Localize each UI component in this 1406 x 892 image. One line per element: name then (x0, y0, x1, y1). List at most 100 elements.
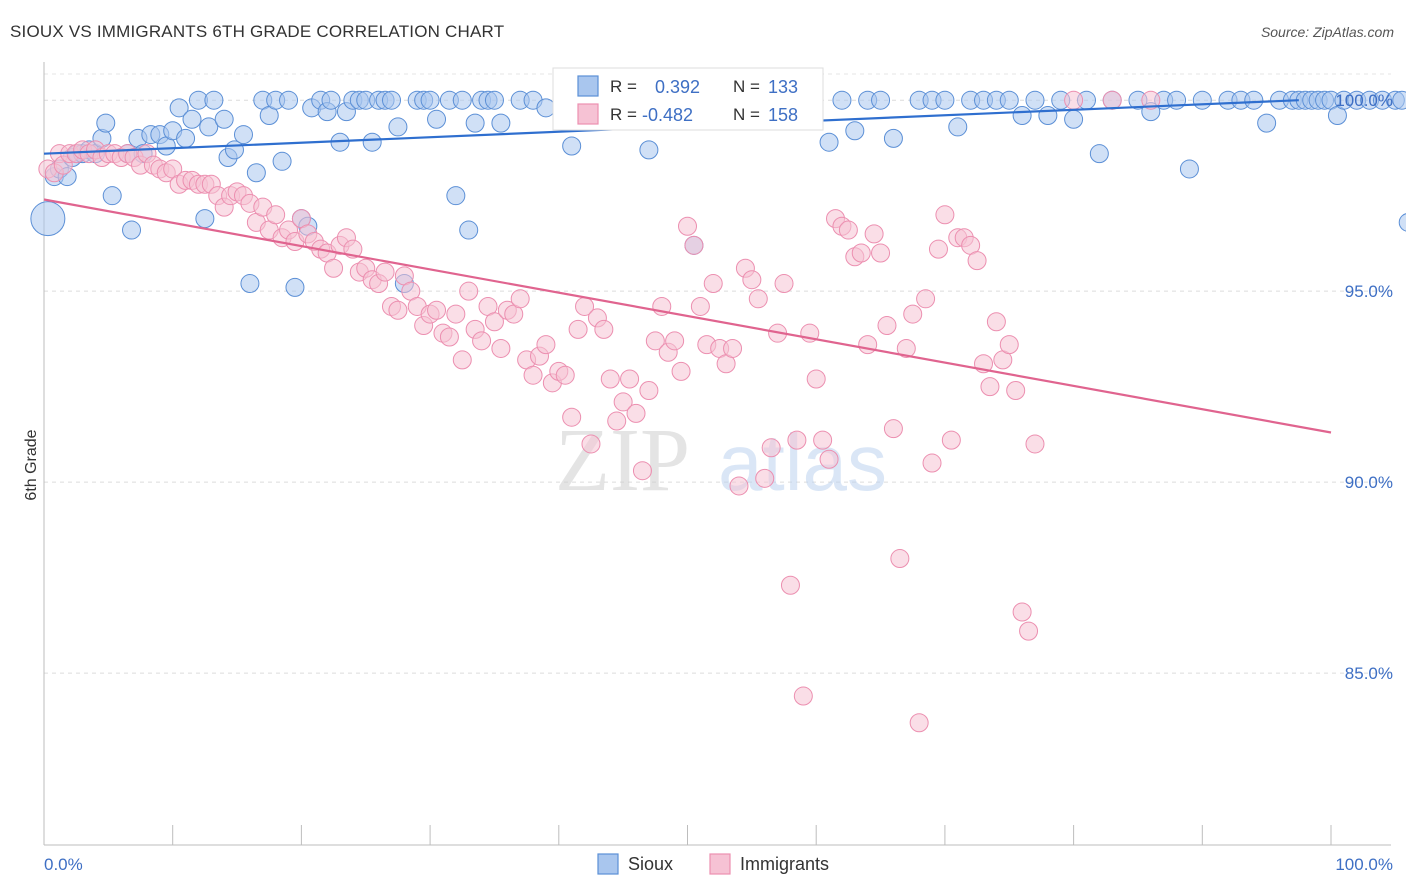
point-immigrants (858, 335, 878, 355)
point-immigrants (729, 476, 749, 496)
legend-swatch-immigrants (709, 853, 731, 875)
point-sioux (285, 277, 305, 297)
point-sioux (204, 90, 224, 110)
point-immigrants (452, 350, 472, 370)
point-sioux (1179, 159, 1199, 179)
point-sioux (240, 274, 260, 294)
point-immigrants (896, 338, 916, 358)
point-immigrants (427, 300, 447, 320)
point-immigrants (941, 430, 961, 450)
point-immigrants (903, 304, 923, 324)
y-tick-label: 95.0% (1345, 282, 1393, 301)
y-axis-label: 6th Grade (23, 429, 40, 500)
point-immigrants (787, 430, 807, 450)
axes (43, 62, 1391, 846)
point-immigrants (388, 300, 408, 320)
point-immigrants (883, 419, 903, 439)
point-immigrants (607, 411, 627, 431)
trend-line-immigrants (43, 198, 1332, 434)
stats-n-label-immigrants: N = (733, 105, 760, 124)
point-immigrants (581, 434, 601, 454)
chart-title: SIOUX VS IMMIGRANTS 6TH GRADE CORRELATIO… (10, 22, 505, 41)
point-immigrants (871, 243, 891, 263)
point-sioux (1089, 144, 1109, 164)
point-immigrants (613, 392, 633, 412)
point-sioux (446, 186, 466, 206)
scatter-points (30, 90, 1406, 733)
point-immigrants (632, 461, 652, 481)
stats-n-label-sioux: N = (733, 77, 760, 96)
point-sioux (832, 90, 852, 110)
point-sioux (491, 113, 511, 133)
point-immigrants (748, 289, 768, 309)
tick-labels: 85.0% 90.0% 95.0% 100.0% 0.0% 100.0% (44, 91, 1393, 874)
bottom-legend: Sioux Immigrants (597, 853, 829, 875)
point-sioux (214, 109, 234, 129)
point-immigrants (510, 289, 530, 309)
point-immigrants (684, 235, 704, 255)
legend-label-immigrants: Immigrants (740, 854, 829, 874)
point-immigrants (536, 335, 556, 355)
point-immigrants (813, 430, 833, 450)
point-immigrants (877, 316, 897, 336)
point-sioux (176, 128, 196, 148)
point-sioux (420, 90, 440, 110)
point-sioux (195, 209, 215, 229)
legend-swatch-sioux (597, 853, 619, 875)
point-immigrants (523, 365, 543, 385)
point-sioux (639, 140, 659, 160)
point-immigrants (922, 453, 942, 473)
point-immigrants (864, 224, 884, 244)
point-immigrants (755, 468, 775, 488)
point-immigrants (838, 220, 858, 240)
point-immigrants (594, 319, 614, 339)
point-immigrants (375, 262, 395, 282)
point-immigrants (1006, 380, 1026, 400)
point-immigrants (1064, 90, 1084, 110)
point-sioux (845, 121, 865, 141)
point-sioux (279, 90, 299, 110)
point-immigrants (678, 216, 697, 236)
point-immigrants (935, 205, 955, 225)
point-sioux (233, 125, 253, 145)
y-tick-label: 90.0% (1345, 473, 1393, 492)
point-sioux (169, 98, 189, 118)
point-immigrants (819, 449, 839, 469)
point-sioux (30, 201, 66, 237)
point-immigrants (806, 369, 826, 389)
point-immigrants (703, 274, 723, 294)
point-immigrants (446, 304, 466, 324)
point-immigrants (324, 258, 344, 278)
point-immigrants (890, 549, 910, 569)
point-immigrants (491, 338, 511, 358)
point-immigrants (723, 338, 743, 358)
stats-r-value-sioux: 0.392 (655, 77, 700, 97)
point-sioux (948, 117, 968, 137)
stats-swatch-immigrants (577, 103, 599, 125)
point-sioux (362, 132, 382, 152)
point-immigrants (780, 575, 800, 595)
point-immigrants (1102, 90, 1122, 110)
point-immigrants (793, 686, 813, 706)
point-sioux (1244, 90, 1264, 110)
point-sioux (999, 90, 1019, 110)
point-immigrants (774, 274, 794, 294)
stats-r-label-immigrants: R = (610, 105, 637, 124)
point-immigrants (671, 361, 691, 381)
point-immigrants (459, 281, 479, 301)
point-immigrants (928, 239, 948, 259)
point-immigrants (555, 365, 575, 385)
point-sioux (427, 109, 447, 129)
point-immigrants (600, 369, 620, 389)
point-immigrants (761, 438, 781, 458)
point-immigrants (980, 377, 1000, 397)
stats-n-value-sioux: 133 (768, 77, 798, 97)
point-sioux (1038, 105, 1058, 125)
point-sioux (182, 109, 202, 129)
point-sioux (1025, 90, 1045, 110)
point-immigrants (999, 335, 1019, 355)
point-immigrants (439, 327, 459, 347)
point-sioux (199, 117, 219, 137)
point-immigrants (665, 331, 685, 351)
chart-source: Source: ZipAtlas.com (1260, 24, 1394, 40)
